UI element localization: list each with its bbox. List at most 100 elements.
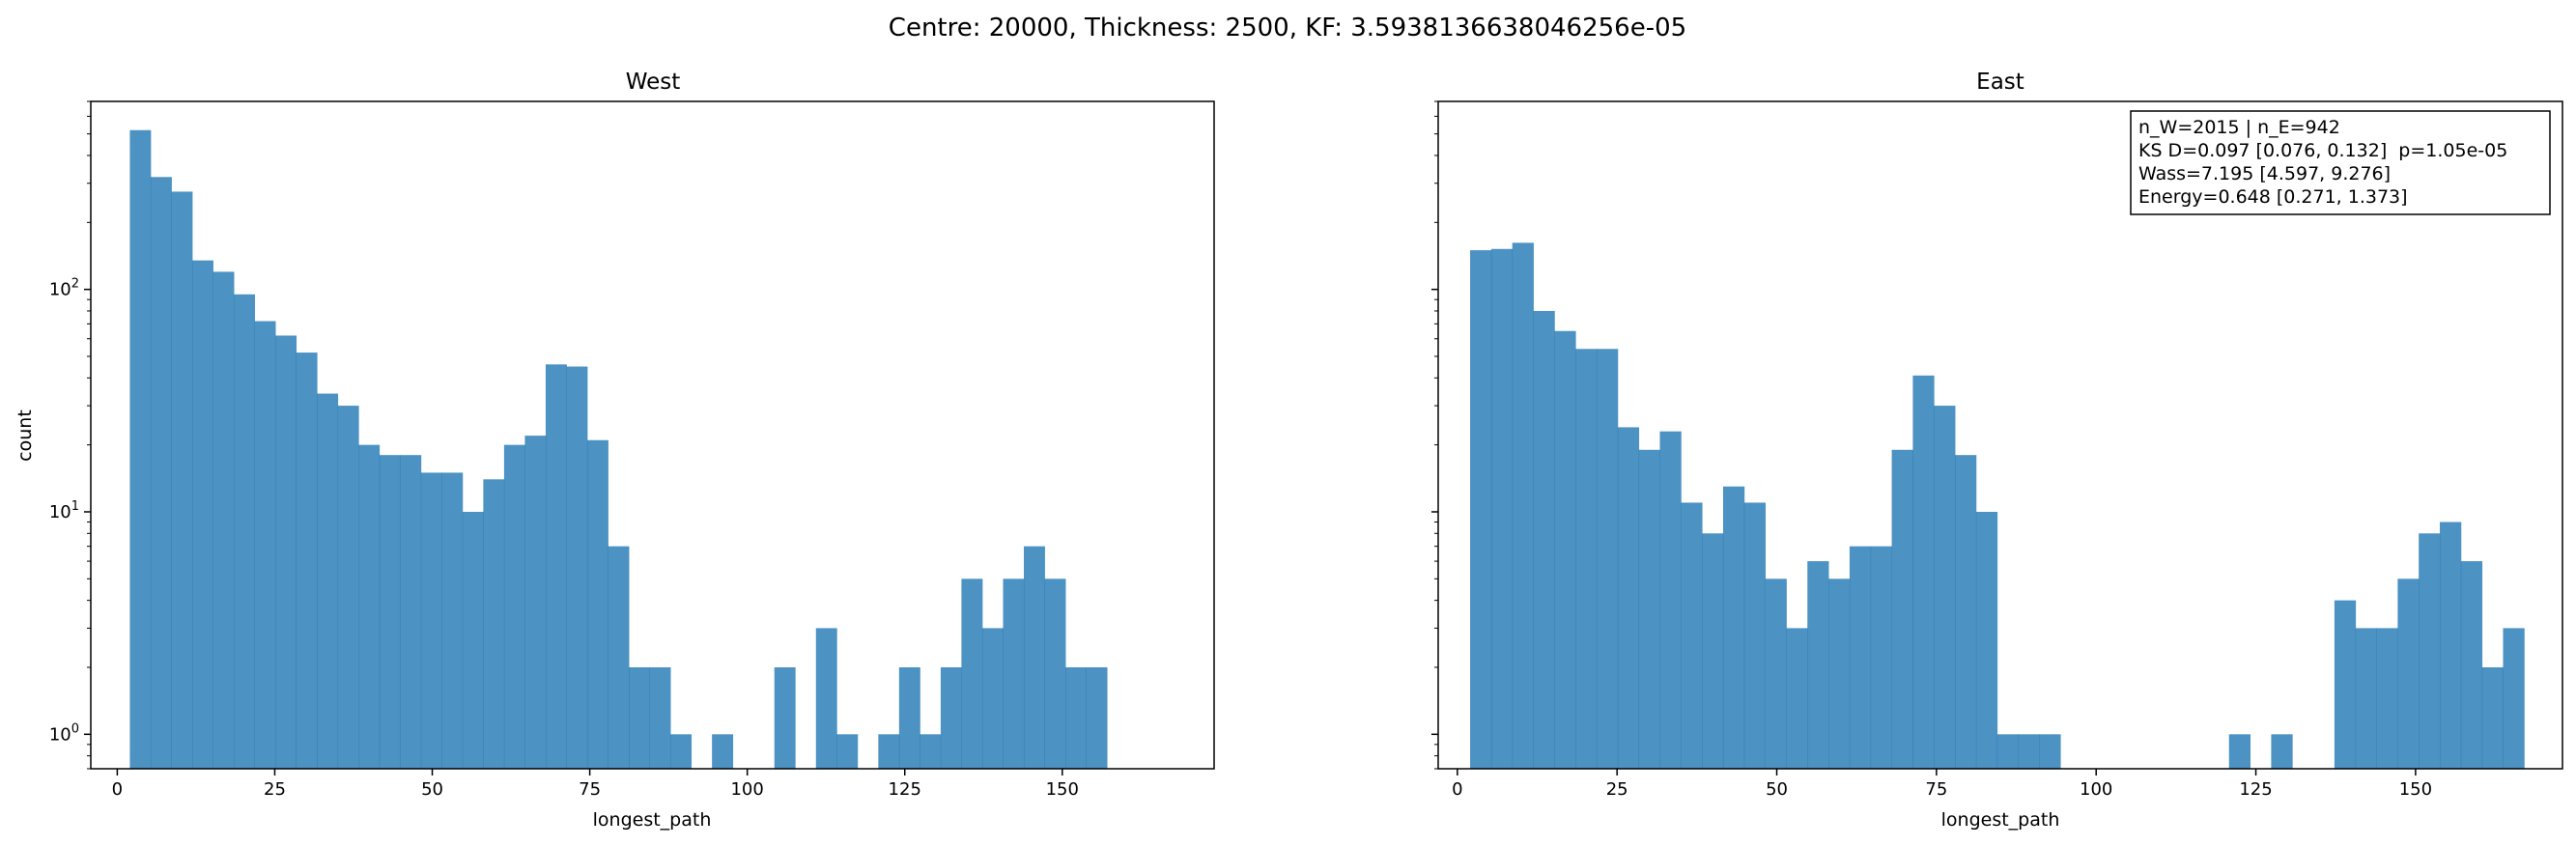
east-bar	[1912, 375, 1935, 769]
west-bar	[774, 666, 796, 769]
east-bar	[2271, 734, 2293, 769]
west-bar	[920, 734, 942, 769]
stats-annotation-box: n_W=2015 | n_E=942 KS D=0.097 [0.076, 0.…	[2130, 110, 2551, 215]
west-bar	[483, 479, 505, 769]
west-bar	[670, 734, 693, 769]
east-bar	[2481, 666, 2504, 769]
east-y-ticks	[1431, 100, 1438, 770]
east-bar	[1996, 734, 2019, 769]
west-bar	[503, 444, 525, 769]
east-bar	[1470, 250, 1492, 769]
west-bar	[358, 444, 381, 769]
east-panel-title: East	[1976, 70, 2024, 95]
east-bar	[1722, 486, 1745, 769]
west-y-ticks: 100 101 102	[49, 100, 91, 770]
east-bar	[2376, 628, 2398, 769]
east-bar	[1849, 546, 1872, 769]
west-bar	[649, 666, 671, 769]
west-bar	[212, 271, 235, 770]
west-bar	[129, 129, 152, 770]
east-bar	[1702, 533, 1724, 769]
west-bar	[275, 335, 297, 769]
west-bar	[1044, 578, 1066, 769]
west-bar	[629, 666, 650, 769]
east-axes-frame	[1437, 100, 2563, 770]
west-bar	[524, 436, 547, 769]
west-panel-title: West	[626, 70, 681, 95]
east-bar	[1870, 546, 1892, 769]
west-bar	[1024, 546, 1045, 769]
east-bar	[1617, 427, 1640, 769]
west-bar	[317, 393, 339, 769]
west-x-tick-label: 25	[264, 779, 286, 800]
east-bar	[2018, 734, 2040, 769]
west-bar	[1065, 666, 1087, 769]
east-bar	[2334, 600, 2357, 769]
west-bar	[234, 294, 255, 769]
west-bar	[940, 666, 962, 769]
east-bar	[1681, 502, 1703, 769]
west-y-tick-label: 101	[49, 499, 79, 522]
east-bar	[2355, 628, 2377, 769]
stats-line-wasserstein: Wass=7.195 [4.597, 9.276]	[2138, 163, 2391, 184]
west-bar	[192, 260, 213, 769]
west-bar	[836, 734, 859, 769]
stats-box-frame	[2130, 110, 2551, 215]
west-axes-frame	[90, 100, 1215, 770]
stats-line-energy: Energy=0.648 [0.271, 1.373]	[2138, 186, 2408, 208]
west-bar	[981, 628, 1004, 769]
stats-line-counts: n_W=2015 | n_E=942	[2138, 117, 2340, 138]
west-bar	[815, 628, 837, 769]
west-bar	[441, 472, 464, 769]
east-panel: East 0 25 50 75 100 125 150 longest_path n_W=2…	[1431, 70, 2563, 831]
west-bar	[878, 734, 900, 769]
west-histogram-bars	[129, 129, 1108, 770]
west-bar	[337, 406, 359, 769]
west-bar	[462, 511, 484, 769]
west-x-tick-label: 75	[579, 779, 601, 800]
east-histogram-bars	[1470, 242, 2525, 770]
east-bar	[1743, 502, 1767, 769]
west-x-tick-label: 0	[112, 779, 123, 800]
east-bar	[1659, 431, 1682, 769]
east-x-tick-label: 125	[2239, 779, 2272, 800]
west-bar	[379, 455, 401, 769]
west-bar	[296, 352, 318, 769]
east-bar	[2503, 628, 2525, 769]
west-y-tick-label: 100	[49, 721, 79, 745]
east-x-ticks: 0 25 50 75 100 125 150	[1452, 769, 2432, 800]
east-x-tick-label: 75	[1925, 779, 1947, 800]
east-bar	[2039, 734, 2061, 769]
west-bar	[608, 546, 630, 769]
east-bar	[1575, 349, 1598, 769]
west-x-axis-label: longest_path	[593, 809, 712, 831]
west-x-tick-label: 150	[1046, 779, 1079, 800]
west-bar	[420, 472, 442, 769]
east-bar	[1934, 406, 1956, 769]
east-bar	[2228, 734, 2250, 769]
east-bar	[1807, 561, 1829, 769]
east-bar	[1765, 578, 1787, 769]
west-bar	[566, 366, 588, 769]
east-bar	[1975, 511, 1998, 769]
east-bar	[1597, 349, 1619, 769]
west-bar	[898, 666, 920, 769]
east-bar	[2397, 578, 2420, 769]
east-x-tick-label: 100	[2080, 779, 2112, 800]
east-bar	[1512, 242, 1534, 770]
east-bar	[1638, 449, 1660, 769]
east-bar	[1955, 455, 1977, 769]
east-x-tick-label: 150	[2399, 779, 2432, 800]
west-bar	[400, 455, 422, 769]
west-panel: West 0 25 50 75 100 125 150 100 101 102 longest_…	[14, 70, 1215, 831]
west-bar	[171, 191, 193, 769]
east-bar	[1828, 578, 1851, 769]
west-x-tick-label: 125	[889, 779, 921, 800]
east-bar	[1533, 310, 1555, 769]
east-bar	[1891, 449, 1913, 769]
east-x-tick-label: 0	[1452, 779, 1462, 800]
east-bar	[2460, 561, 2483, 769]
figure-suptitle: Centre: 20000, Thickness: 2500, KF: 3.59…	[889, 14, 1686, 42]
west-bar	[1086, 666, 1108, 769]
